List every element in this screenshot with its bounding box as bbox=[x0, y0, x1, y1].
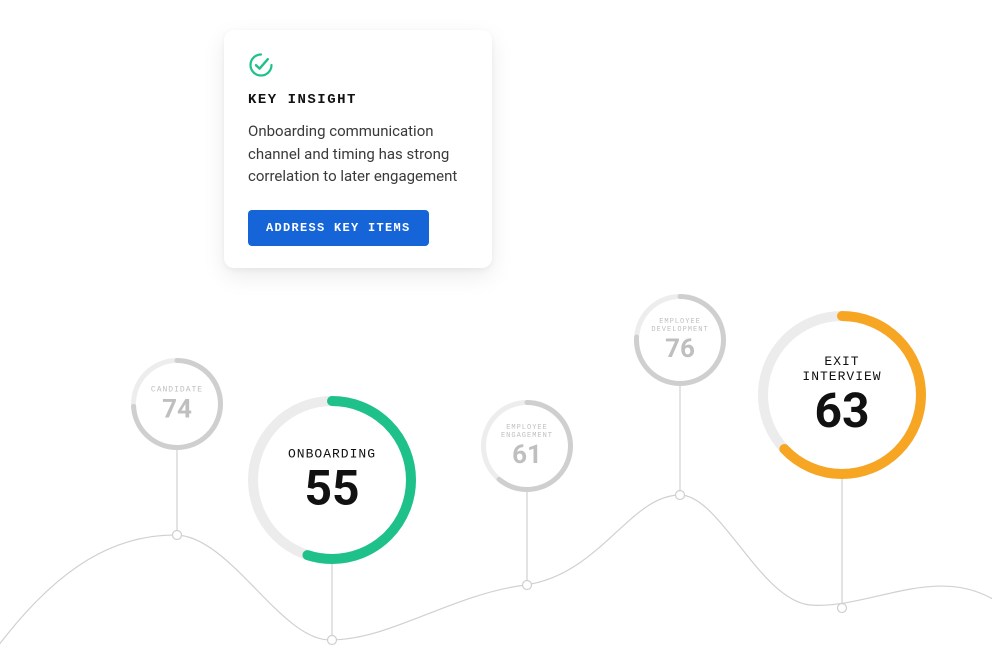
metric-value-onboarding: 55 bbox=[304, 464, 359, 512]
metric-label-employee-development: EMPLOYEEDEVELOPMENT bbox=[651, 318, 708, 334]
metric-gauge-candidate: CANDIDATE 74 bbox=[131, 358, 223, 450]
insight-title: KEY INSIGHT bbox=[248, 92, 468, 108]
insight-body: Onboarding communication channel and tim… bbox=[248, 120, 468, 188]
metric-value-employee-development: 76 bbox=[665, 336, 695, 362]
metric-gauge-onboarding: ONBOARDING55 bbox=[248, 396, 416, 564]
metric-label-employee-engagement: EMPLOYEEENGAGEMENT bbox=[501, 424, 553, 440]
metric-value-employee-engagement: 61 bbox=[512, 442, 542, 468]
metric-value-candidate: 74 bbox=[162, 397, 192, 423]
checkmark-circle-icon bbox=[248, 52, 468, 82]
metric-value-exit-interview: 63 bbox=[814, 387, 869, 435]
metric-gauge-exit-interview: EXITINTERVIEW63 bbox=[758, 311, 926, 479]
address-key-items-button[interactable]: ADDRESS KEY ITEMS bbox=[248, 210, 429, 246]
metric-gauge-employee-development: EMPLOYEEDEVELOPMENT 76 bbox=[634, 294, 726, 386]
metric-gauge-employee-engagement: EMPLOYEEENGAGEMENT 61 bbox=[481, 400, 573, 492]
metric-label-exit-interview: EXITINTERVIEW bbox=[802, 355, 881, 385]
metric-label-candidate: CANDIDATE bbox=[151, 385, 203, 394]
key-insight-card: KEY INSIGHT Onboarding communication cha… bbox=[224, 30, 492, 268]
journey-stage: CANDIDATE 74 ONBOARDING55 EMPLOYEEENGAGEMEN… bbox=[0, 0, 992, 657]
